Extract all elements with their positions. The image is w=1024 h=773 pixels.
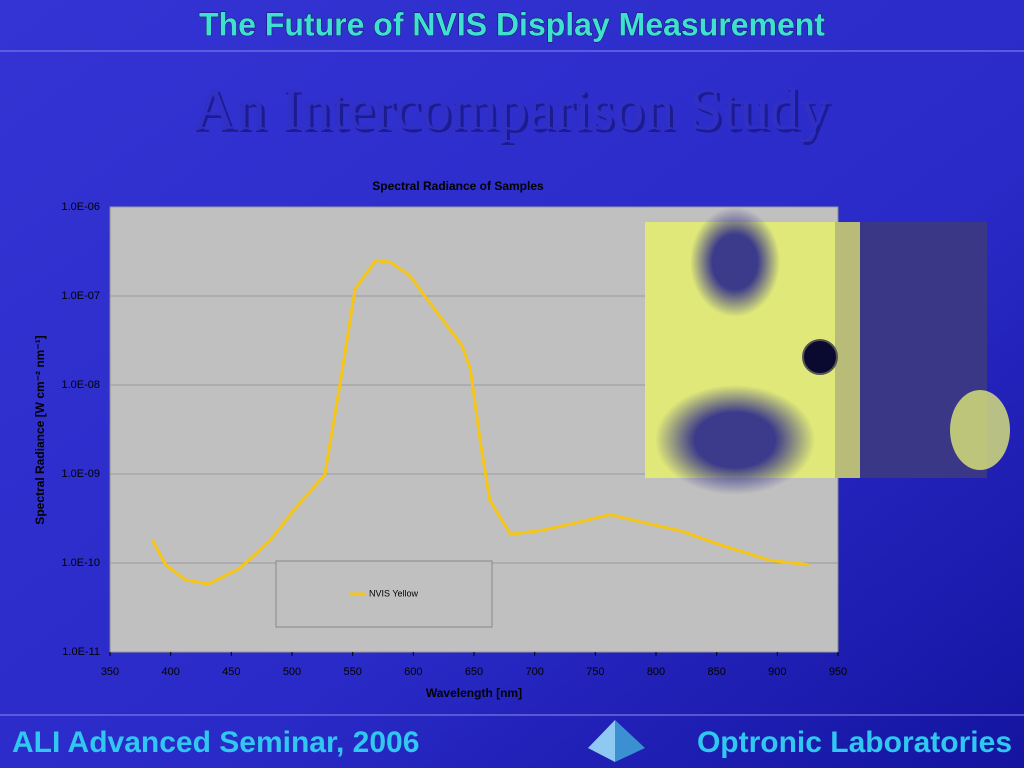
- x-tick-label: 700: [525, 666, 543, 678]
- x-tick-label: 350: [101, 666, 119, 678]
- x-axis-title: Wavelength [nm]: [426, 686, 522, 700]
- y-tick-label: 1.0E-08: [61, 379, 100, 391]
- photo-blob: [950, 390, 1010, 470]
- subtitle-shadow: An Intercomparison Study: [196, 79, 833, 145]
- logo-face: [588, 720, 615, 762]
- footer-right: Optronic Laboratories: [697, 726, 1012, 759]
- y-tick-label: 1.0E-07: [61, 290, 100, 302]
- legend-box: [275, 560, 493, 628]
- y-axis-title: Spectral Radiance [W cm⁻² nm⁻¹]: [33, 335, 47, 524]
- x-tick-label: 900: [768, 666, 786, 678]
- data-line: [151, 259, 811, 586]
- footer-left: ALI Advanced Seminar, 2006: [12, 726, 419, 759]
- slide-title: The Future of NVIS Display Measurement: [199, 6, 825, 42]
- y-tick-label: 1.0E-11: [62, 646, 100, 658]
- legend: NVIS Yellow: [275, 560, 493, 628]
- photo: [645, 207, 1010, 495]
- x-tick-label: 550: [343, 666, 361, 678]
- x-tick-label: 850: [707, 666, 725, 678]
- legend-label: NVIS Yellow: [369, 588, 419, 598]
- chart-title: Spectral Radiance of Samples: [372, 179, 544, 193]
- y-tick-label: 1.0E-10: [61, 557, 100, 569]
- x-tick-label: 400: [161, 666, 179, 678]
- x-tick-label: 600: [404, 666, 422, 678]
- x-tick-label: 800: [647, 666, 665, 678]
- subtitle: An Intercomparison Study: [193, 76, 830, 142]
- logo: [588, 720, 645, 762]
- photo-blob: [655, 385, 815, 495]
- x-tick-label: 650: [465, 666, 483, 678]
- x-tick-label: 950: [829, 666, 847, 678]
- y-tick-label: 1.0E-06: [61, 201, 100, 213]
- photo-aperture: [802, 339, 838, 375]
- x-tick-label: 450: [222, 666, 240, 678]
- x-tick-label: 750: [586, 666, 604, 678]
- photo-blob: [690, 207, 780, 317]
- x-tick-label: 500: [283, 666, 301, 678]
- y-tick-label: 1.0E-09: [61, 468, 100, 480]
- logo-face: [615, 720, 645, 762]
- photo-edge: [835, 222, 860, 478]
